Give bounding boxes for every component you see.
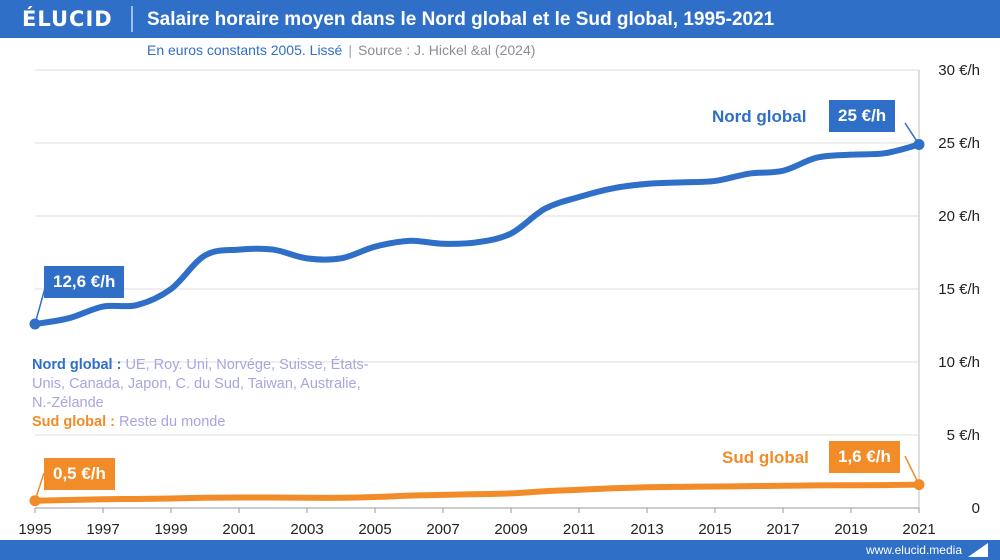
brand-logo[interactable]: ÉLUCID [22,7,113,31]
legend-south: Sud global : Reste du monde [32,413,372,432]
series-lines [32,141,922,504]
header-divider [131,6,133,32]
x-tick-label-1997: 1997 [86,521,119,538]
legend-south-key: Sud global : [32,414,115,430]
y-tick-label-30: 30 €/h [938,62,980,79]
legend-north-desc: UE, Roy. Uni, Norvége, Suisse, États-Uni… [32,357,369,411]
y-tick-label-0: 0 [972,500,980,517]
data-point-north-end [913,138,925,150]
legend-south-desc: Reste du monde [119,414,226,430]
north-series-name: Nord global [712,107,807,126]
x-tick-label-2019: 2019 [834,521,867,538]
header-bar: ÉLUCID Salaire horaire moyen dans le Nor… [0,0,1000,38]
south-end-label: 1,6 €/h [829,441,900,473]
series-line-north [32,141,922,328]
x-tick-label-1995: 1995 [18,521,51,538]
x-tick-label-2011: 2011 [563,521,595,538]
north-start-label: 12,6 €/h [44,266,125,298]
footer-url[interactable]: www.elucid.media [865,543,962,557]
chart-title: Salaire horaire moyen dans le Nord globa… [147,9,775,30]
line-chart: 0 5 €/h 10 €/h 15 €/h 20 €/h 25 €/h 30 €/h 199… [18,62,980,538]
y-tick-label-15: 15 €/h [938,281,980,298]
grid-lines [35,69,920,509]
x-axis-ticks: 1995 1997 1999 2001 2003 2005 2007 2009 2011 2013… [18,508,936,538]
x-tick-label-2015: 2015 [698,521,731,538]
footer-bar: www.elucid.media [0,540,1000,560]
x-tick-label-2017: 2017 [766,521,799,538]
x-tick-label-2021: 2021 [902,521,935,538]
x-tick-label-2003: 2003 [290,521,323,538]
south-start-label: 0,5 €/h [44,458,115,490]
data-point-north-start [29,318,41,330]
x-tick-label-2009: 2009 [494,521,527,538]
y-axis-ticks: 0 5 €/h 10 €/h 15 €/h 20 €/h 25 €/h 30 €/h [938,62,980,517]
brand-triangle-icon [968,543,988,557]
chart-legend: Nord global : UE, Roy. Uni, Norvége, Sui… [32,356,372,432]
x-tick-label-2005: 2005 [358,521,391,538]
x-tick-label-2007: 2007 [426,521,459,538]
y-tick-label-10: 10 €/h [938,354,980,371]
source-text: Source : J. Hickel &al (2024) [357,42,536,58]
legend-north: Nord global : UE, Roy. Uni, Norvége, Sui… [32,356,372,413]
x-tick-label-2013: 2013 [630,521,663,538]
legend-north-key: Nord global : [32,357,122,373]
subtitle-separator: | [348,42,352,58]
series-endpoints [29,138,925,507]
y-tick-label-5: 5 €/h [947,427,980,444]
north-end-label: 25 €/h [829,100,896,132]
series-line-south [32,481,922,504]
south-series-name: Sud global [722,448,809,467]
subtitle-text: En euros constants 2005. Lissé [147,42,343,58]
data-point-south-start [29,495,41,507]
x-tick-label-2001: 2001 [222,521,255,538]
y-tick-label-20: 20 €/h [938,208,980,225]
annotation-connectors [34,122,920,501]
data-point-south-end [913,479,925,491]
y-tick-label-25: 25 €/h [938,135,980,152]
x-tick-label-1999: 1999 [154,521,187,538]
chart-subtitle: En euros constants 2005. Lissé | Source : … [147,40,847,60]
